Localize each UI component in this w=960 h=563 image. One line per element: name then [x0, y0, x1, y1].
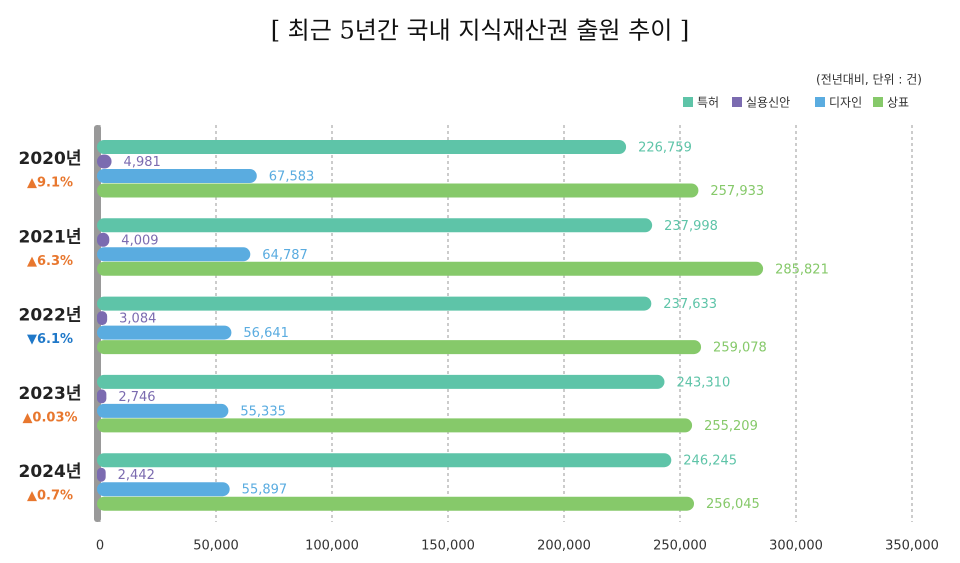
- bar: [97, 389, 107, 404]
- legend-label: 디자인: [829, 96, 862, 110]
- bar: [97, 418, 693, 433]
- value-label: 55,335: [240, 404, 286, 419]
- category-label: 2021년: [19, 227, 82, 247]
- value-label: 237,633: [663, 297, 717, 312]
- bar: [97, 247, 251, 262]
- value-label: 285,821: [775, 262, 829, 277]
- value-label: 64,787: [262, 248, 308, 263]
- x-tick-label: 200,000: [537, 539, 591, 554]
- x-tick-label: 150,000: [421, 539, 475, 554]
- legend-swatch: [732, 97, 742, 107]
- bar: [97, 482, 230, 497]
- value-label: 246,245: [683, 454, 737, 469]
- legend-swatch: [683, 97, 693, 107]
- category-note: ▲0.03%: [22, 410, 77, 425]
- bar: [97, 325, 232, 340]
- legend-label: 실용신안: [746, 96, 790, 110]
- category-note: ▲9.1%: [27, 176, 73, 191]
- value-label: 2,746: [118, 390, 155, 405]
- value-label: 256,045: [706, 497, 760, 512]
- x-tick-label: 300,000: [769, 539, 823, 554]
- value-label: 257,933: [710, 184, 764, 199]
- legend-swatch: [873, 97, 883, 107]
- bar: [97, 183, 699, 198]
- value-label: 259,078: [713, 341, 767, 356]
- x-tick-label: 50,000: [193, 539, 239, 554]
- bar: [97, 218, 653, 233]
- x-tick-label: 350,000: [885, 539, 939, 554]
- bar: [97, 340, 702, 355]
- value-label: 237,998: [664, 219, 718, 234]
- bar: [97, 374, 665, 389]
- value-label: 243,310: [676, 375, 730, 390]
- category-note: ▲6.3%: [27, 254, 73, 269]
- bar: [97, 296, 652, 311]
- bar: [97, 453, 672, 468]
- value-label: 2,442: [118, 468, 155, 483]
- category-note: ▲0.7%: [27, 489, 73, 504]
- value-label: 255,209: [704, 419, 758, 434]
- legend-label: 특허: [697, 96, 719, 110]
- chart-subtitle: (전년대비, 단위 : 건): [816, 73, 922, 87]
- bar: [97, 403, 229, 418]
- value-label: 56,641: [243, 326, 288, 341]
- value-label: 4,981: [124, 155, 161, 170]
- bar: [97, 311, 108, 326]
- x-tick-label: 0: [96, 539, 104, 554]
- value-label: 67,583: [269, 170, 315, 185]
- category-label: 2020년: [19, 149, 82, 169]
- x-tick-label: 100,000: [305, 539, 359, 554]
- bar: [97, 140, 627, 154]
- bar: [97, 467, 106, 482]
- value-label: 226,759: [638, 141, 692, 156]
- category-label: 2022년: [19, 306, 82, 326]
- chart-title: [ 최근 5년간 국내 지식재산권 출원 추이 ]: [271, 17, 690, 45]
- bar: [97, 496, 695, 511]
- category-label: 2023년: [19, 384, 82, 404]
- value-label: 4,009: [121, 233, 158, 248]
- category-label: 2024년: [19, 462, 82, 482]
- bar: [97, 169, 257, 183]
- legend-swatch: [815, 97, 825, 107]
- value-label: 55,897: [242, 483, 287, 498]
- value-label: 3,084: [119, 312, 156, 327]
- bar: [97, 261, 764, 276]
- legend-label: 상표: [887, 96, 909, 110]
- category-note: ▼6.1%: [27, 332, 73, 347]
- bar: [97, 154, 112, 169]
- x-tick-label: 250,000: [653, 539, 707, 554]
- bar: [97, 232, 110, 247]
